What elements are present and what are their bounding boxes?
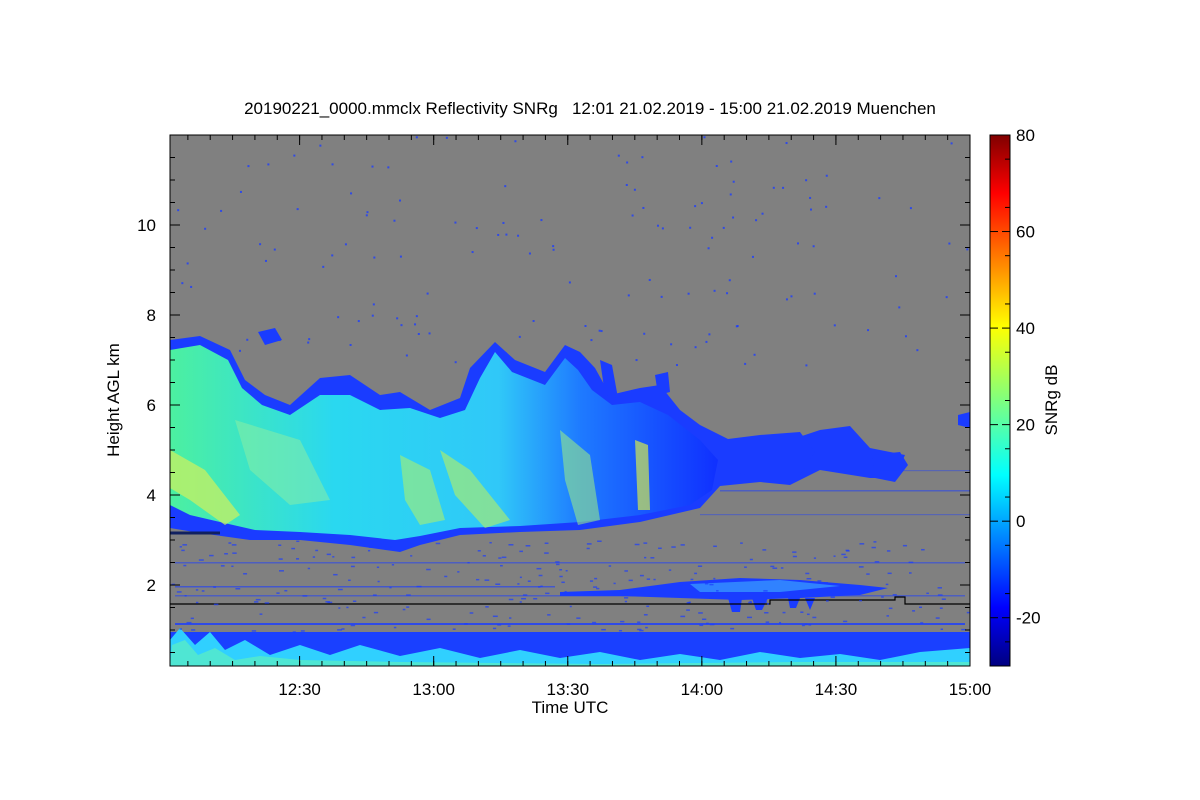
x-axis: 12:30 13:00 13:30 14:00 14:30 15:00	[187, 135, 992, 699]
x-tick-label: 15:00	[949, 680, 992, 699]
x-tick-label: 14:00	[681, 680, 724, 699]
cloud-base-line	[170, 596, 970, 605]
colorbar-label: SNRg dB	[1042, 364, 1061, 436]
chart-title: 20190221_0000.mmclx Reflectivity SNRg 12…	[244, 99, 936, 118]
y-tick-label: 2	[147, 576, 156, 595]
y-tick-label: 4	[147, 486, 156, 505]
colorbar-tick-label: 20	[1016, 416, 1035, 435]
colorbar-tick-label: 40	[1016, 319, 1035, 338]
x-tick-label: 13:00	[412, 680, 455, 699]
y-axis: 2 4 6 8 10	[137, 157, 970, 653]
y-axis-label: Height AGL km	[104, 343, 123, 457]
colorbar-tick-label: 0	[1016, 512, 1025, 531]
colorbar-tick-label: -20	[1016, 609, 1041, 628]
colorbar-tick-label: 60	[1016, 223, 1035, 242]
y-tick-label: 10	[137, 216, 156, 235]
colorbar-tick-label: 80	[1016, 126, 1035, 145]
x-tick-label: 12:30	[278, 680, 321, 699]
radar-echo	[170, 328, 970, 666]
y-tick-label: 6	[147, 396, 156, 415]
x-tick-label: 13:30	[546, 680, 589, 699]
x-axis-label: Time UTC	[531, 698, 609, 717]
y-tick-label: 8	[147, 306, 156, 325]
colorbar-axis: -20 0 20 40 60 80	[990, 126, 1041, 643]
x-tick-label: 14:30	[815, 680, 858, 699]
